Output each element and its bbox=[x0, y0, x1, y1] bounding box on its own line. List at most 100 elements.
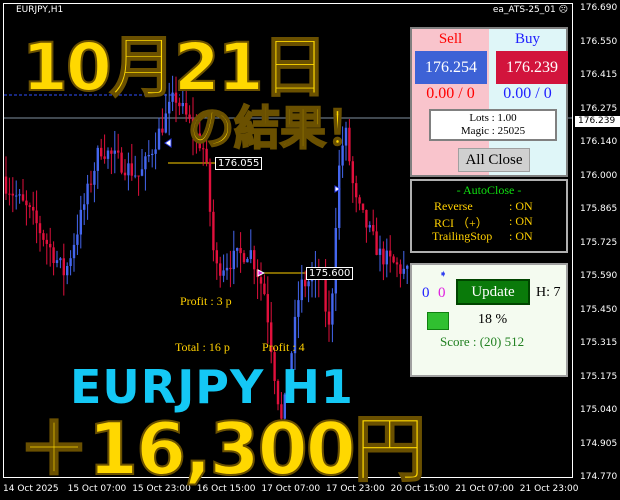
candle-body bbox=[76, 234, 79, 245]
candle-body bbox=[266, 294, 269, 323]
candle-body bbox=[375, 231, 378, 255]
candle-body bbox=[69, 258, 72, 267]
candle-body bbox=[246, 258, 249, 263]
candle-body bbox=[117, 150, 120, 153]
score-label: Score : (20) 512 bbox=[440, 334, 525, 349]
candle-body bbox=[276, 380, 280, 405]
candle-body bbox=[338, 165, 341, 228]
candle-body bbox=[208, 162, 212, 212]
candle-body bbox=[83, 204, 86, 210]
profit-label: Profit : 4 bbox=[262, 340, 305, 354]
candle-body bbox=[103, 156, 106, 159]
candle-body bbox=[140, 169, 144, 176]
candle-body bbox=[96, 147, 99, 171]
candle-body bbox=[151, 153, 154, 156]
candle-body bbox=[406, 265, 409, 269]
count-magenta: 0 bbox=[438, 285, 446, 301]
buy-header: Buy bbox=[514, 31, 540, 47]
candle-body bbox=[225, 267, 229, 271]
time-tick: 15 Oct 23:00 bbox=[132, 484, 191, 494]
candle-body bbox=[154, 149, 157, 154]
candle-body bbox=[127, 163, 130, 176]
candle-body bbox=[164, 113, 167, 133]
time-tick: 15 Oct 07:00 bbox=[67, 484, 127, 494]
candle-body bbox=[273, 352, 276, 381]
candle-body bbox=[253, 250, 256, 270]
candle-body bbox=[222, 270, 225, 276]
count-blue: 0 bbox=[422, 285, 430, 301]
candle-body bbox=[49, 243, 52, 248]
buy-position: 0.00 / 0 bbox=[503, 85, 552, 102]
sell-button[interactable]: 176.254 bbox=[415, 51, 487, 84]
candle-body bbox=[93, 170, 96, 185]
candle-body bbox=[236, 248, 239, 251]
candle-body bbox=[120, 152, 123, 173]
price-tick: 176.415 bbox=[580, 70, 618, 80]
hours-label: H: 7 bbox=[536, 285, 561, 300]
candle-body bbox=[113, 150, 116, 154]
overlay-amount: ＋16,300円 bbox=[17, 406, 427, 492]
price-tag: 175.600 bbox=[306, 267, 354, 280]
price-tag: 176.055 bbox=[215, 157, 263, 170]
autoclose-reverse: Reverse bbox=[434, 199, 473, 213]
time-tick: 20 Oct 15:00 bbox=[390, 484, 450, 494]
candle-body bbox=[174, 92, 178, 103]
price-tick: 175.175 bbox=[580, 371, 618, 382]
autoclose-trailing-value: : ON bbox=[509, 229, 533, 243]
overlay-date: 10月21日 bbox=[21, 28, 329, 107]
candle-body bbox=[72, 244, 76, 259]
time-tick: 17 Oct 07:00 bbox=[261, 484, 321, 494]
status-indicator bbox=[427, 312, 449, 330]
candle-body bbox=[304, 279, 307, 287]
arrow-icon: ➧ bbox=[439, 269, 448, 280]
candle-body bbox=[25, 200, 28, 206]
time-tick: 17 Oct 23:00 bbox=[326, 484, 385, 494]
price-tick: 176.690 bbox=[580, 3, 618, 13]
trade-arrow-icon bbox=[257, 269, 266, 277]
candle-body bbox=[52, 247, 55, 264]
autoclose-title: - AutoClose - bbox=[456, 183, 522, 197]
ea-name: ea_ATS-25_01 ☹ bbox=[493, 5, 568, 15]
candle-body bbox=[229, 267, 232, 270]
sell-header: Sell bbox=[438, 31, 463, 47]
candle-body bbox=[348, 127, 351, 162]
candle-body bbox=[287, 381, 290, 395]
candle-body bbox=[38, 223, 42, 234]
candle-body bbox=[378, 248, 382, 255]
candle-body bbox=[191, 118, 195, 134]
autoclose-reverse-value: : ON bbox=[509, 199, 533, 213]
time-tick: 21 Oct 07:00 bbox=[455, 484, 514, 494]
ea-name-text: ea_ATS-25_01 bbox=[492, 5, 556, 15]
candle-body bbox=[130, 163, 133, 176]
candle-body bbox=[263, 283, 266, 295]
price-tick: 175.725 bbox=[580, 237, 618, 248]
all-close-button[interactable]: All Close bbox=[458, 148, 530, 172]
price-tick: 175.450 bbox=[580, 304, 618, 315]
candle-body bbox=[55, 260, 59, 264]
candle-body bbox=[344, 127, 348, 146]
candle-body bbox=[181, 102, 184, 107]
candle-body bbox=[42, 233, 45, 240]
candle-body bbox=[157, 128, 161, 150]
candle-body bbox=[212, 211, 215, 251]
candle-body bbox=[123, 172, 127, 176]
time-tick: 21 Oct 23:00 bbox=[519, 484, 579, 494]
candle-body bbox=[300, 279, 303, 301]
candle-body bbox=[324, 278, 327, 312]
price-tick: 175.040 bbox=[580, 405, 618, 415]
symbol-label: EURJPY,H1 bbox=[16, 5, 64, 15]
trade-arrow-icon bbox=[334, 185, 341, 193]
time-tick: 16 Oct 15:00 bbox=[196, 484, 256, 494]
price-tick: 176.000 bbox=[580, 170, 618, 181]
buy-button[interactable]: 176.239 bbox=[496, 51, 568, 84]
candle-body bbox=[198, 133, 201, 149]
trade-panel: Sell Buy 176.254 176.239 0.00 / 0 0.00 /… bbox=[410, 27, 568, 177]
candle-body bbox=[382, 248, 385, 265]
candle-body bbox=[168, 101, 171, 114]
update-button[interactable]: Update bbox=[456, 279, 530, 305]
candle-body bbox=[365, 209, 368, 228]
price-tick: 176.140 bbox=[580, 137, 618, 147]
candle-body bbox=[372, 225, 375, 232]
candle-body bbox=[202, 148, 205, 150]
